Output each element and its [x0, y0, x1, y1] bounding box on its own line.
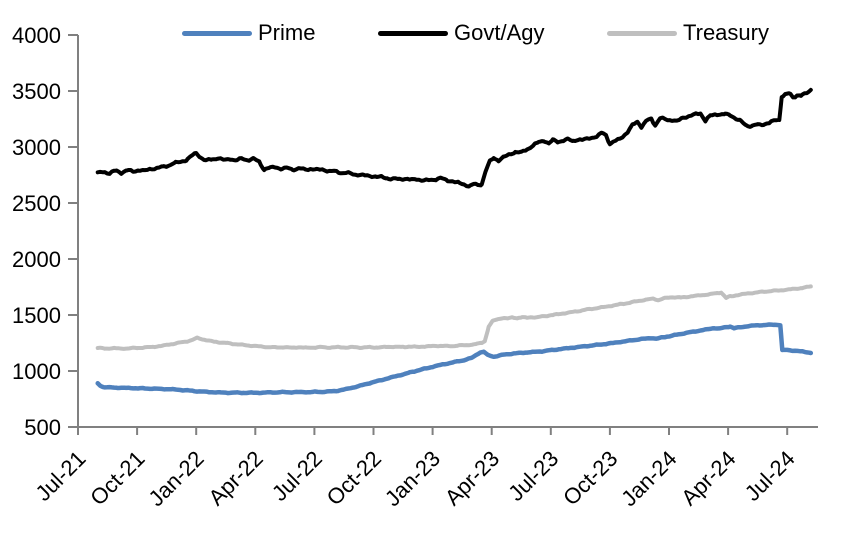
x-axis-label: Jan-24 — [616, 446, 681, 511]
x-axis-label: Jan-23 — [380, 446, 445, 511]
y-axis-label: 3500 — [12, 79, 61, 104]
x-axis-label: Jul-22 — [267, 446, 327, 506]
x-axis-label: Apr-23 — [440, 446, 504, 510]
x-axis-label: Oct-22 — [322, 446, 386, 510]
x-axis-label: Jan-22 — [143, 446, 208, 511]
y-axis-label: 2000 — [12, 247, 61, 272]
y-axis-label: 4000 — [12, 23, 61, 48]
x-axis-label: Jul-21 — [30, 446, 90, 506]
y-axis-label: 2500 — [12, 191, 61, 216]
x-axis-label: Oct-23 — [558, 446, 622, 510]
series-line-prime — [95, 322, 814, 396]
legend-label-treasury: Treasury — [683, 20, 769, 45]
x-axis-label: Oct-21 — [85, 446, 149, 510]
legend-item-prime: Prime — [182, 21, 315, 45]
chart-legend: Prime Govt/Agy Treasury — [0, 0, 852, 48]
x-axis-label: Jul-23 — [503, 446, 563, 506]
y-axis-label: 1000 — [12, 359, 61, 384]
y-axis-label: 500 — [24, 415, 61, 440]
legend-swatch-govt-agy — [378, 30, 448, 36]
legend-swatch-prime — [182, 30, 252, 36]
legend-swatch-treasury — [607, 30, 677, 36]
series-line-govt-agy — [95, 87, 813, 189]
legend-label-prime: Prime — [258, 20, 316, 45]
legend-label-govt-agy: Govt/Agy — [454, 20, 545, 45]
x-axis-label: Apr-24 — [676, 446, 740, 510]
y-axis-label: 1500 — [12, 303, 61, 328]
x-axis-label: Jul-24 — [740, 446, 800, 506]
legend-item-treasury: Treasury — [607, 21, 769, 45]
y-axis-label: 3000 — [12, 135, 61, 160]
x-axis-label: Apr-22 — [203, 446, 267, 510]
series-line-treasury — [95, 284, 813, 351]
legend-item-govt-agy: Govt/Agy — [378, 21, 544, 45]
